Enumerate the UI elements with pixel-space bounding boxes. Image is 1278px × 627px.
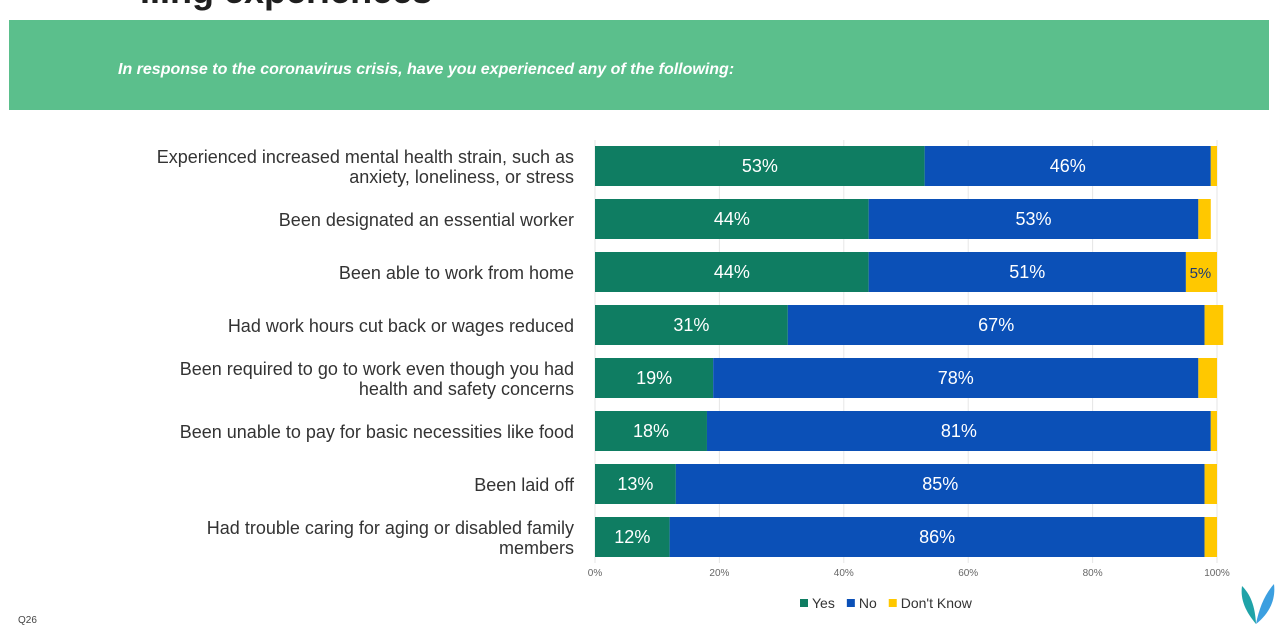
data-label: 12%	[614, 527, 650, 547]
category-labels: Experienced increased mental health stra…	[157, 147, 575, 558]
legend-label: Don't Know	[901, 595, 973, 611]
bar-yes	[595, 146, 925, 186]
bar-yes	[595, 358, 714, 398]
category-label: Been unable to pay for basic necessities…	[180, 422, 574, 442]
bar-yes	[595, 411, 707, 451]
category-label: Had work hours cut back or wages reduced	[228, 316, 574, 336]
legend-label: Yes	[812, 595, 835, 611]
x-tick-label: 20%	[709, 568, 729, 579]
question-banner	[9, 20, 1269, 110]
category-label: anxiety, loneliness, or stress	[349, 167, 574, 187]
category-label: Been laid off	[474, 475, 575, 495]
data-label: 86%	[919, 527, 955, 547]
data-label: 81%	[941, 421, 977, 441]
bar-no	[675, 464, 1205, 504]
category-label: Experienced increased mental health stra…	[157, 147, 574, 167]
data-label: 19%	[636, 368, 672, 388]
bar-yes	[595, 199, 869, 239]
x-tick-label: 80%	[1083, 568, 1103, 579]
leaf-logo	[1241, 584, 1275, 624]
bar-yes	[595, 305, 788, 345]
data-label: 67%	[978, 315, 1014, 335]
category-label: members	[499, 538, 574, 558]
category-label: Been designated an essential worker	[279, 210, 574, 230]
bar-don-t-know	[1198, 199, 1211, 239]
category-label: Been able to work from home	[339, 263, 574, 283]
bar-don-t-know	[1185, 252, 1217, 292]
legend-swatch	[846, 599, 855, 607]
data-label: 13%	[617, 474, 653, 494]
footnote: Q26	[18, 615, 37, 626]
data-label: 44%	[714, 209, 750, 229]
bar-yes	[595, 517, 670, 557]
legend-label: No	[859, 595, 877, 611]
bar-yes	[595, 252, 869, 292]
bars	[595, 146, 1224, 557]
data-label: 53%	[742, 156, 778, 176]
bar-don-t-know	[1210, 146, 1217, 186]
data-label: 51%	[1009, 262, 1045, 282]
bar-no	[669, 517, 1205, 557]
bar-don-t-know	[1210, 411, 1217, 451]
legend: Yes No Don't Know	[800, 595, 973, 611]
bar-don-t-know	[1204, 305, 1224, 345]
x-axis-ticks: 0% 20% 40% 60% 80% 100%	[588, 568, 1230, 579]
category-label: Been required to go to work even though …	[180, 359, 574, 379]
bar-no	[787, 305, 1205, 345]
bar-no	[706, 411, 1211, 451]
x-tick-label: 0%	[588, 568, 603, 579]
data-label: 5%	[1190, 265, 1212, 282]
bar-no	[868, 199, 1199, 239]
data-label: 85%	[922, 474, 958, 494]
page-title: ...ng experiences	[140, 0, 432, 12]
x-tick-label: 100%	[1204, 568, 1230, 579]
category-label: health and safety concerns	[359, 379, 574, 399]
bar-no	[868, 252, 1186, 292]
x-tick-label: 60%	[958, 568, 978, 579]
data-label: 44%	[714, 262, 750, 282]
bar-yes	[595, 464, 676, 504]
legend-swatch	[800, 599, 808, 607]
title-crop: ...ng experiences	[0, 0, 1278, 14]
data-label: 53%	[1015, 209, 1051, 229]
bar-don-t-know	[1204, 464, 1217, 504]
data-label: 31%	[673, 315, 709, 335]
bar-no	[713, 358, 1199, 398]
bar-don-t-know	[1198, 358, 1217, 398]
bar-no	[924, 146, 1211, 186]
question-text: In response to the coronavirus crisis, h…	[118, 61, 735, 78]
data-label: 78%	[938, 368, 974, 388]
data-label: 46%	[1050, 156, 1086, 176]
data-label: 18%	[633, 421, 669, 441]
legend-swatch	[888, 599, 897, 607]
bar-don-t-know	[1204, 517, 1217, 557]
data-labels: 53% 46% 44% 53% 44% 51% 5% 31% 67% 19% 78% 18% 81% 13…	[614, 156, 1211, 547]
x-tick-label: 40%	[834, 568, 854, 579]
category-label: Had trouble caring for aging or disabled…	[207, 518, 574, 538]
